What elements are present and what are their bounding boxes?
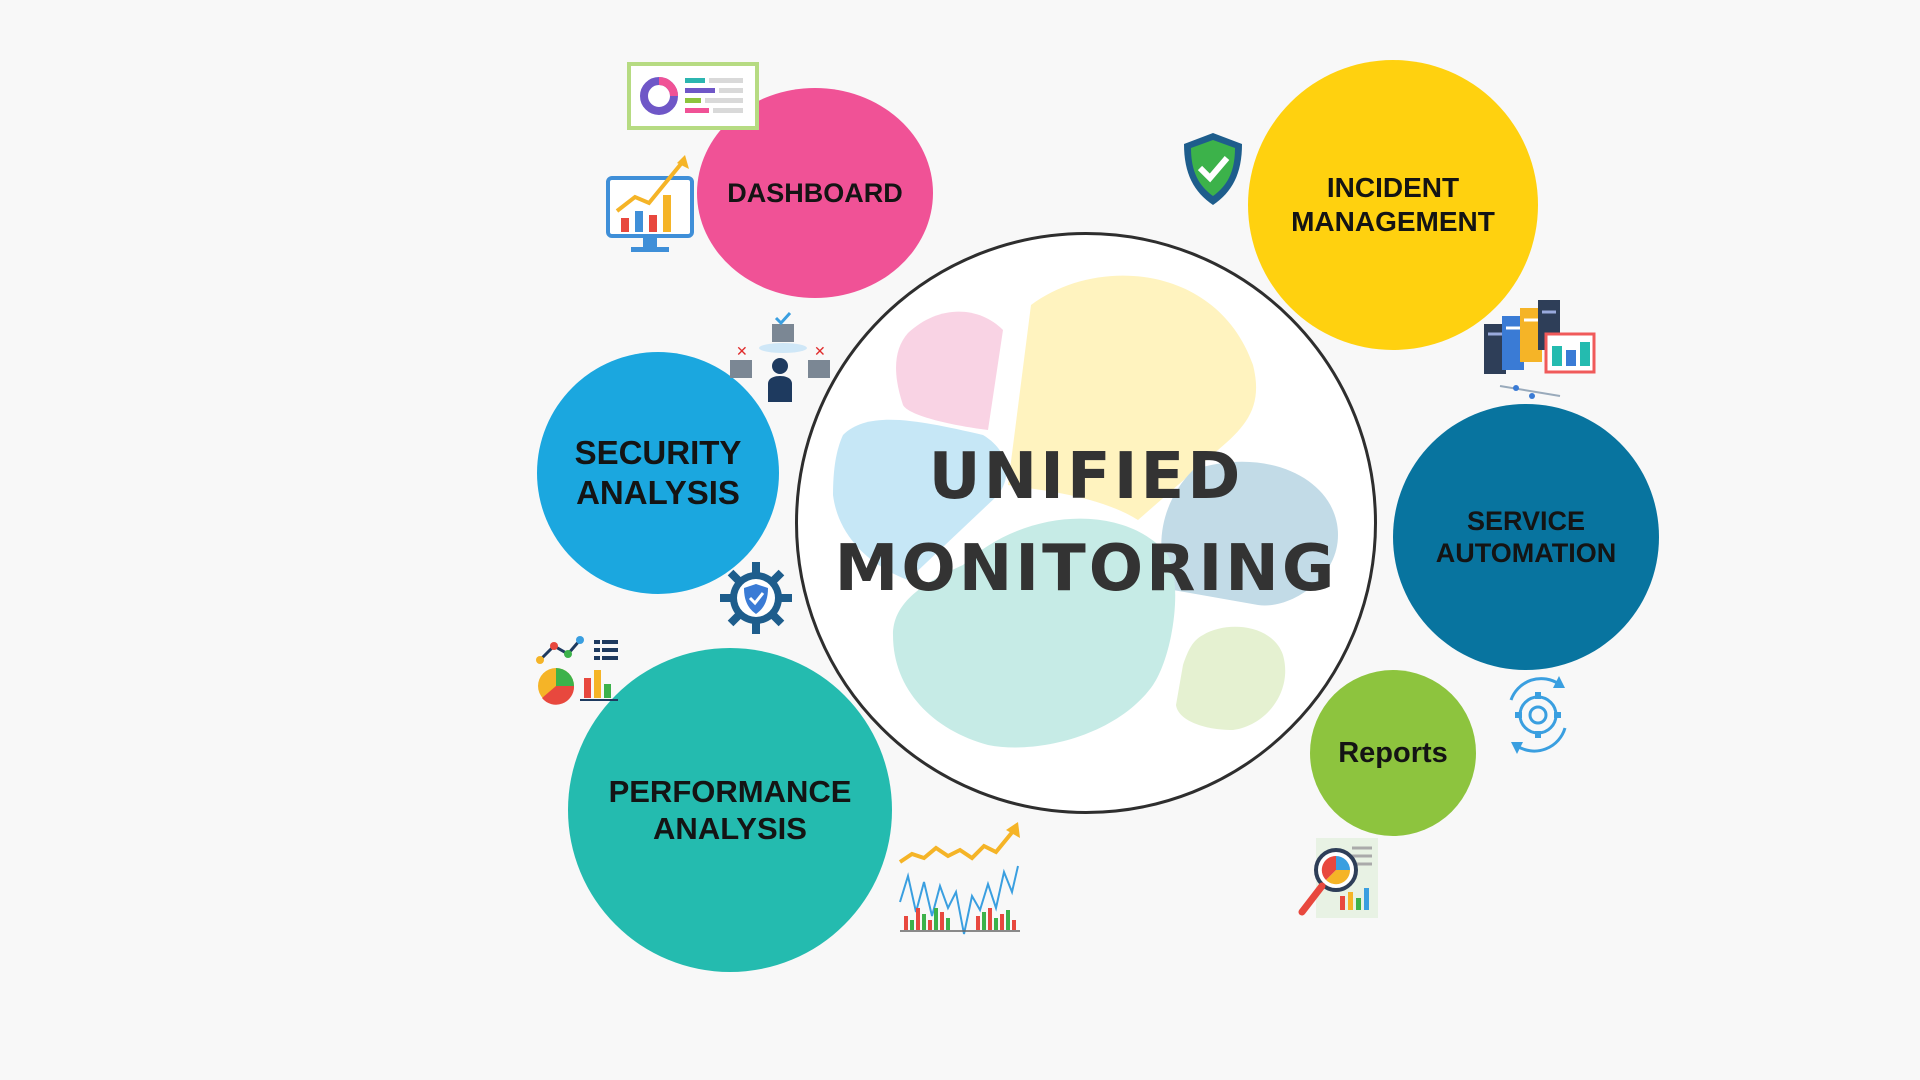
center-petals bbox=[833, 275, 1338, 748]
security-gear-icon bbox=[720, 562, 792, 634]
service-label-line1: SERVICE bbox=[1466, 505, 1586, 536]
svg-text:✕: ✕ bbox=[736, 344, 748, 360]
reports-label: Reports bbox=[1338, 736, 1448, 769]
automation-gear-icon bbox=[1509, 676, 1567, 754]
center-title: UNIFIED MONITORING bbox=[798, 235, 1374, 811]
center-title-line1: UNIFIED bbox=[928, 440, 1244, 514]
service-label-line2: AUTOMATION bbox=[1435, 538, 1617, 568]
performance-label-line1: PERFORMANCE bbox=[608, 773, 852, 809]
shield-check-icon bbox=[1184, 133, 1242, 205]
svg-text:✕: ✕ bbox=[814, 344, 826, 360]
incident-label-line1: INCIDENT bbox=[1326, 172, 1460, 204]
server-rack-icon bbox=[1484, 300, 1596, 399]
dashboard-label: DASHBOARD bbox=[727, 177, 903, 208]
report-search-icon bbox=[1298, 838, 1378, 918]
security-label-line2: ANALYSIS bbox=[576, 474, 740, 511]
org-chart-icon: ✕ ✕ bbox=[730, 311, 830, 402]
incident-management-node: INCIDENT MANAGEMENT bbox=[1248, 60, 1538, 350]
growth-monitor-icon bbox=[606, 155, 694, 252]
performance-analysis-node: PERFORMANCE ANALYSIS bbox=[568, 648, 892, 972]
trend-chart-icon bbox=[898, 822, 1020, 935]
security-label-line1: SECURITY bbox=[574, 434, 742, 472]
dashboard-card-icon bbox=[627, 62, 759, 130]
service-automation-node: SERVICE AUTOMATION bbox=[1393, 404, 1659, 670]
reports-node: Reports bbox=[1310, 670, 1476, 836]
incident-label-line2: MANAGEMENT bbox=[1291, 206, 1495, 237]
performance-label-line2: ANALYSIS bbox=[653, 811, 807, 846]
center-circle: UNIFIED MONITORING bbox=[795, 232, 1377, 814]
analytics-mix-icon bbox=[536, 636, 618, 705]
center-title-line2: MONITORING bbox=[834, 532, 1338, 606]
security-analysis-node: SECURITY ANALYSIS bbox=[537, 352, 779, 594]
